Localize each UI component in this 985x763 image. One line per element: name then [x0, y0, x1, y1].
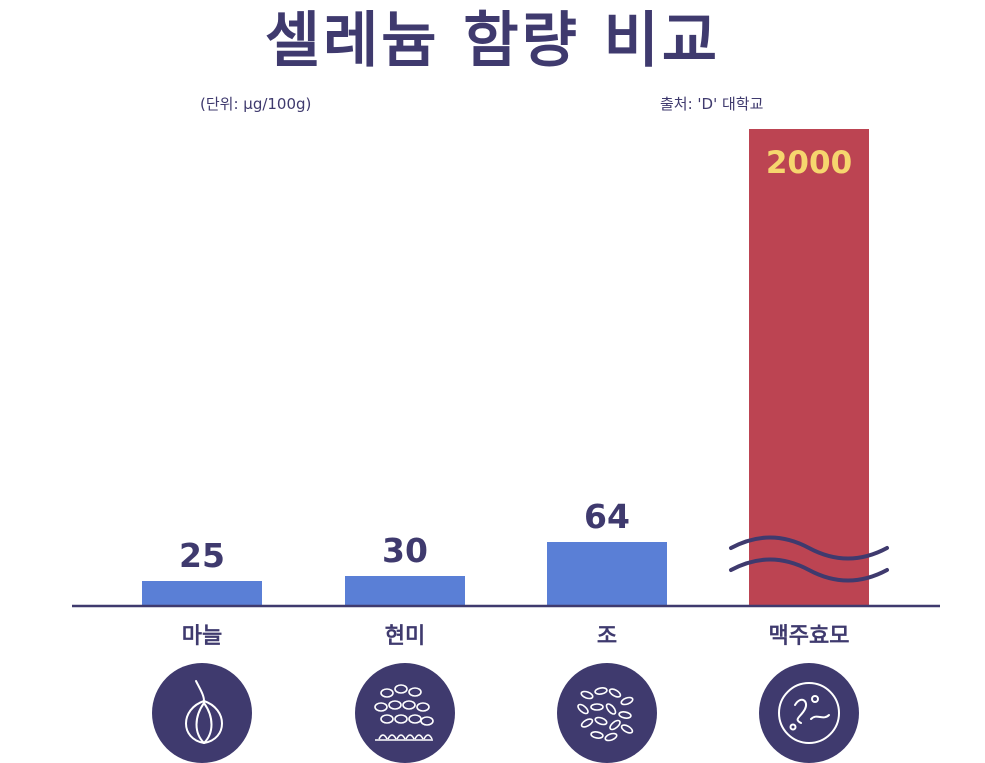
- bar-3: [547, 542, 667, 606]
- axis-break-wave-2: [729, 557, 889, 583]
- unit-label: (단위: μg/100g): [200, 95, 312, 113]
- bar-value-label: 2000: [766, 145, 852, 181]
- source-label: 출처: 'D' 대학교: [660, 95, 764, 113]
- millet-icon: [557, 663, 657, 763]
- bar-value-label: 64: [584, 497, 630, 536]
- page-title: 셀레늄 함량 비교: [264, 6, 721, 76]
- category-label: 현미: [385, 624, 425, 649]
- category-label: 마늘: [182, 624, 222, 649]
- bar-2: [345, 576, 465, 606]
- category-label: 맥주효모: [769, 624, 850, 649]
- bar-4: [749, 129, 869, 606]
- axis-break-wave-1: [729, 535, 889, 561]
- bar-value-label: 25: [179, 536, 225, 575]
- category-label: 조: [597, 624, 617, 649]
- bar-1: [142, 581, 262, 606]
- brewers-yeast-icon: [759, 663, 859, 763]
- brown-rice-icon: [355, 663, 455, 763]
- garlic-icon: [152, 663, 252, 763]
- bar-value-label: 30: [382, 531, 428, 570]
